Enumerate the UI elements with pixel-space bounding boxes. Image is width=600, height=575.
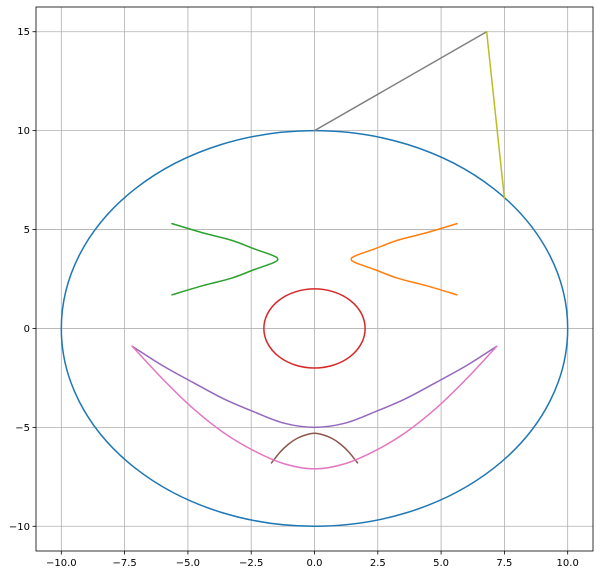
- y-tick-label: −10: [9, 522, 30, 533]
- x-tick-label: 7.5: [496, 558, 512, 569]
- series-6-parabola-down: [270, 432, 359, 464]
- series-9-line: [485, 30, 506, 199]
- x-tick-label: −7.5: [112, 558, 136, 569]
- series-5-parabola-up: [131, 345, 498, 429]
- series-2-parabola-right: [350, 222, 458, 296]
- series-7-parabola-up: [131, 345, 498, 470]
- series-8-line: [313, 30, 488, 132]
- x-tick-label: 0.0: [307, 558, 323, 569]
- y-tick-label: 5: [24, 225, 30, 236]
- series-group: [60, 30, 569, 528]
- ticks: −10.0 −7.5 −5.0 −2.5 0.0 2.5 5.0 7.5 10.0 −10 −5 0 5…: [9, 27, 579, 569]
- series-4-ellipse: [263, 288, 366, 369]
- x-tick-label: −2.5: [239, 558, 263, 569]
- x-tick-label: −5.0: [176, 558, 200, 569]
- x-tick-label: 10.0: [557, 558, 579, 569]
- y-tick-label: 10: [17, 126, 30, 137]
- y-tick-label: 15: [17, 27, 30, 38]
- x-tick-label: 5.0: [433, 558, 449, 569]
- y-tick-label: 0: [24, 324, 30, 335]
- y-tick-label: −5: [15, 423, 30, 434]
- x-tick-label: 2.5: [370, 558, 386, 569]
- series-3-parabola-left: [171, 222, 279, 296]
- x-tick-label: −10.0: [46, 558, 77, 569]
